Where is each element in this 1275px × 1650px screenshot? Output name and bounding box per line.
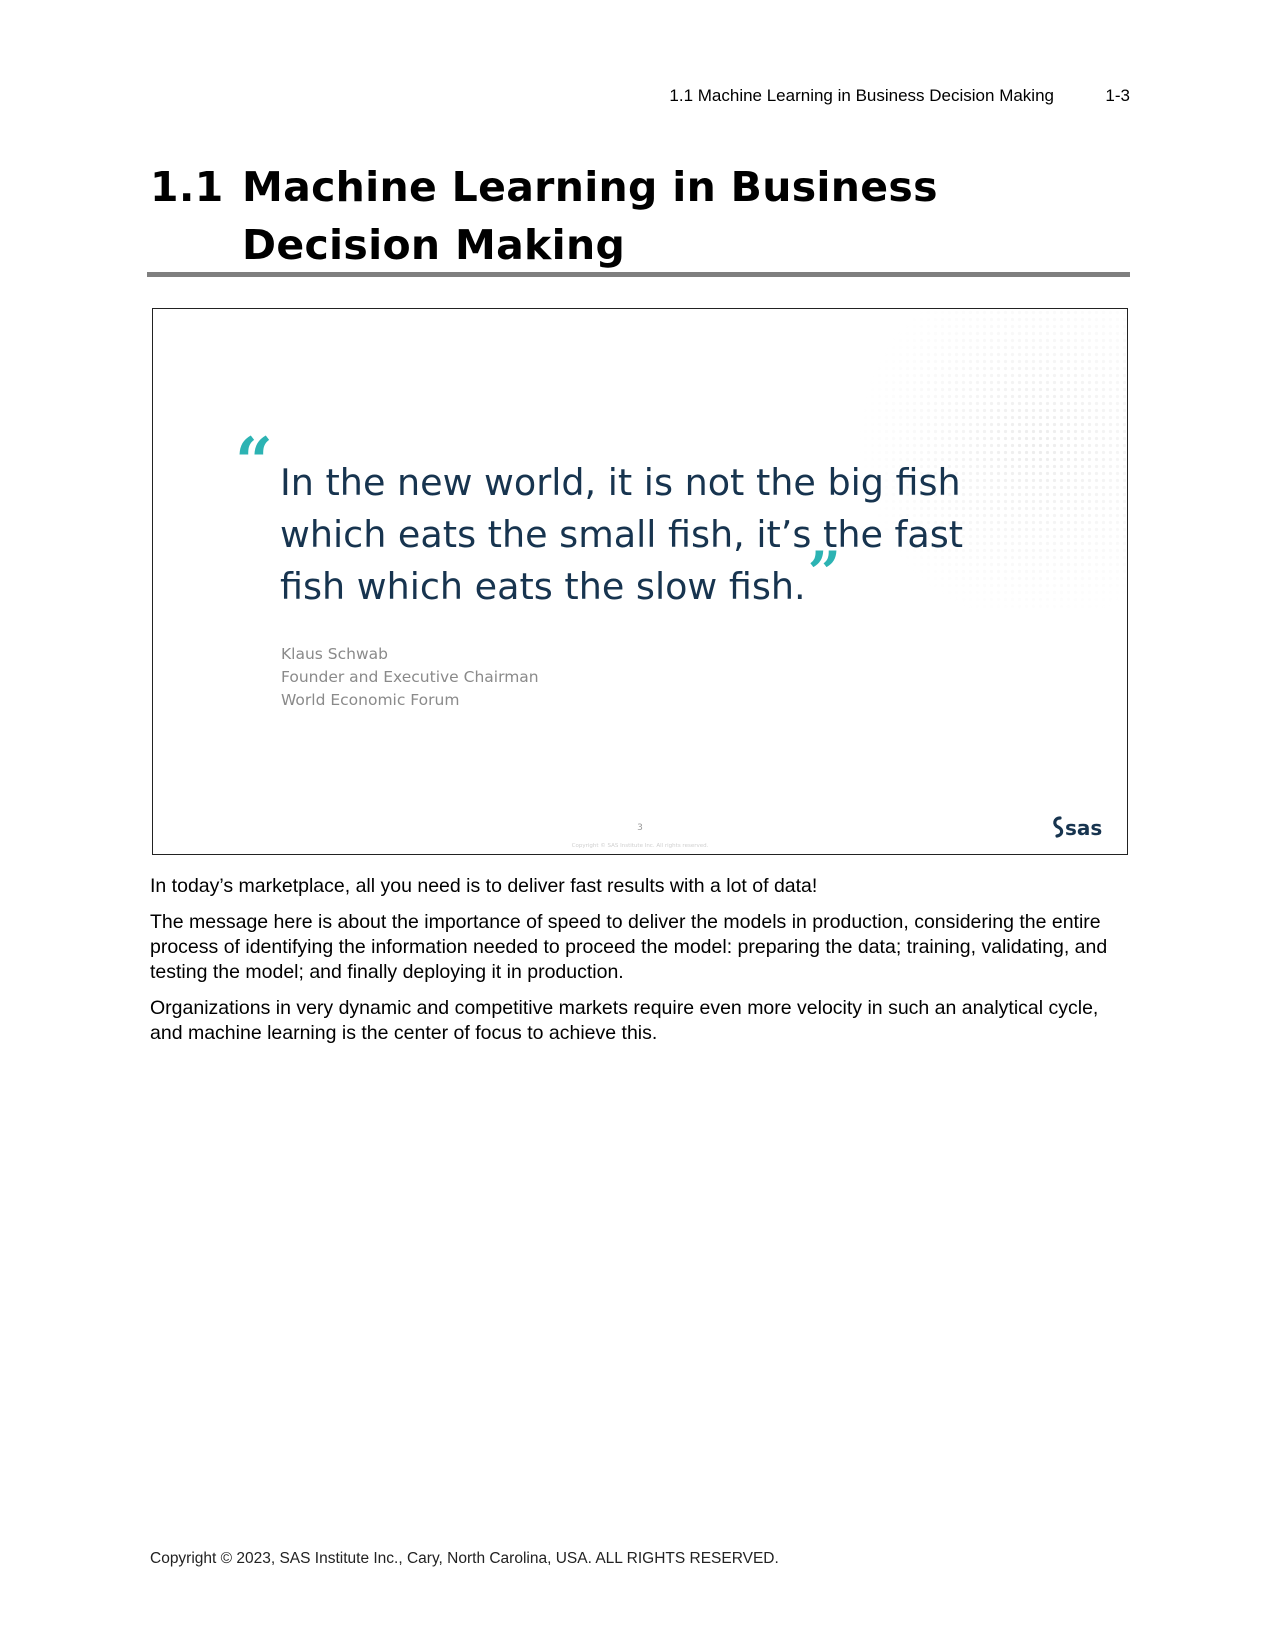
dot-pattern-decoration bbox=[827, 309, 1127, 609]
sas-logo-text: sas bbox=[1065, 816, 1102, 840]
footer-copyright: Copyright © 2023, SAS Institute Inc., Ca… bbox=[150, 1550, 779, 1567]
running-header-section: 1.1 Machine Learning in Business Decisio… bbox=[669, 86, 1054, 105]
quote-attribution: Klaus Schwab Founder and Executive Chair… bbox=[281, 643, 539, 712]
sas-logo: sas bbox=[1053, 816, 1102, 840]
quote-text: In the new world, it is not the big fish… bbox=[280, 461, 964, 608]
quote-block: In the new world, it is not the big fish… bbox=[280, 457, 1000, 613]
attribution-name: Klaus Schwab bbox=[281, 645, 388, 663]
slide-copyright: Copyright © SAS Institute Inc. All right… bbox=[571, 843, 709, 849]
section-number: 1.1 bbox=[150, 163, 224, 211]
running-header: 1.1 Machine Learning in Business Decisio… bbox=[150, 86, 1130, 110]
open-quote-mark: “ bbox=[235, 423, 273, 501]
slide-figure: “ In the new world, it is not the big fi… bbox=[152, 308, 1128, 855]
section-title: Machine Learning in Business Decision Ma… bbox=[242, 163, 938, 269]
body-paragraph: The message here is about the importance… bbox=[150, 911, 1108, 983]
close-quote-mark: ” bbox=[807, 539, 841, 607]
attribution-organization: World Economic Forum bbox=[281, 691, 460, 709]
body-paragraph: Organizations in very dynamic and compet… bbox=[150, 997, 1099, 1044]
slide-number: 3 bbox=[637, 823, 643, 833]
attribution-role: Founder and Executive Chairman bbox=[281, 668, 539, 686]
body-text: In today’s marketplace, all you need is … bbox=[150, 874, 1130, 1057]
page-number: 1-3 bbox=[1105, 86, 1130, 105]
body-paragraph: In today’s marketplace, all you need is … bbox=[150, 875, 818, 897]
title-rule bbox=[147, 272, 1130, 277]
